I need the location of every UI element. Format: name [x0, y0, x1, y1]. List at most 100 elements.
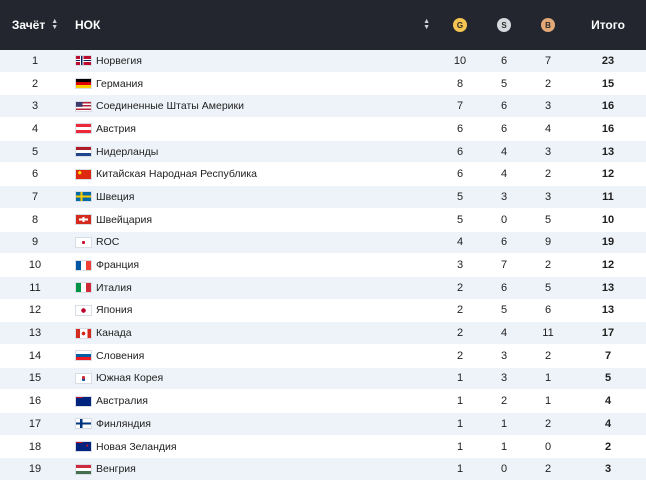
noc-name[interactable]: ROC — [96, 236, 120, 249]
rank-cell: 15 — [0, 368, 70, 390]
noc-cell[interactable]: Южная Корея — [70, 368, 438, 390]
total-column-header[interactable]: Итого — [570, 0, 646, 50]
table-row[interactable]: 4 Австрия 6 6 4 16 — [0, 118, 646, 141]
table-row[interactable]: 1 Норвегия 10 6 7 23 — [0, 50, 646, 73]
silver-cell: 1 — [482, 413, 526, 435]
silver-cell: 6 — [482, 95, 526, 117]
noc-cell[interactable]: Соединенные Штаты Америки — [70, 95, 438, 117]
sweden-flag-icon — [75, 191, 92, 203]
bronze-count: 1 — [544, 372, 552, 385]
rank-value: 14 — [28, 349, 42, 362]
netherlands-flag-icon — [75, 146, 92, 158]
noc-name[interactable]: Венгрия — [96, 463, 136, 476]
table-row[interactable]: 6 Китайская Народная Республика 6 4 2 12 — [0, 163, 646, 187]
noc-name[interactable]: Финляндия — [96, 417, 151, 430]
canada-flag-icon — [75, 327, 92, 339]
bronze-column-header[interactable]: B — [526, 0, 570, 50]
total-cell: 13 — [570, 141, 646, 163]
table-row[interactable]: 10 Франция 3 7 2 12 — [0, 254, 646, 277]
noc-cell[interactable]: Нидерланды — [70, 141, 438, 163]
noc-name[interactable]: Швейцария — [96, 213, 153, 226]
bronze-cell: 11 — [526, 322, 570, 344]
bronze-count: 5 — [544, 281, 552, 294]
noc-name[interactable]: Новая Зеландия — [96, 440, 177, 453]
rank-cell: 2 — [0, 73, 70, 95]
noc-cell[interactable]: Швеция — [70, 186, 438, 208]
noc-name[interactable]: Нидерланды — [96, 145, 159, 158]
table-row[interactable]: 15 Южная Корея 1 3 1 5 — [0, 367, 646, 391]
noc-cell[interactable]: Канада — [70, 322, 438, 344]
total-count: 2 — [604, 440, 612, 453]
table-row[interactable]: 12 Япония 2 5 6 13 — [0, 299, 646, 323]
table-row[interactable]: 19 Венгрия 1 0 2 3 — [0, 458, 646, 480]
noc-name[interactable]: Словения — [96, 349, 145, 362]
bronze-count: 7 — [544, 54, 552, 67]
sort-icon[interactable]: ▲ ▼ — [51, 18, 59, 31]
noc-cell[interactable]: Австрия — [70, 118, 438, 140]
gold-cell: 10 — [438, 50, 482, 72]
table-row[interactable]: 13 Канада 2 4 11 17 — [0, 322, 646, 345]
table-row[interactable]: 16 Австралия 1 2 1 4 — [0, 390, 646, 413]
noc-cell[interactable]: Австралия — [70, 390, 438, 412]
noc-name[interactable]: Южная Корея — [96, 372, 164, 385]
noc-name[interactable]: Соединенные Штаты Америки — [96, 100, 244, 113]
bronze-count: 2 — [544, 417, 552, 430]
noc-name[interactable]: Германия — [96, 77, 144, 90]
total-cell: 10 — [570, 209, 646, 231]
table-row[interactable]: 18 Новая Зеландия 1 1 0 2 — [0, 435, 646, 459]
noc-name[interactable]: Австрия — [96, 122, 136, 135]
noc-cell[interactable]: Италия — [70, 277, 438, 299]
noc-cell[interactable]: Венгрия — [70, 458, 438, 480]
gold-column-header[interactable]: G — [438, 0, 482, 50]
silver-count: 7 — [500, 259, 508, 272]
silver-count: 5 — [500, 77, 508, 90]
noc-name[interactable]: Япония — [96, 304, 133, 317]
bronze-count: 2 — [544, 259, 552, 272]
noc-cell[interactable]: Норвегия — [70, 50, 438, 72]
silver-column-header[interactable]: S — [482, 0, 526, 50]
table-row[interactable]: 5 Нидерланды 6 4 3 13 — [0, 140, 646, 164]
total-cell: 17 — [570, 322, 646, 344]
gold-count: 3 — [456, 259, 464, 272]
rank-value: 18 — [28, 440, 42, 453]
noc-cell[interactable]: Франция — [70, 254, 438, 276]
new-zealand-flag-icon — [75, 441, 92, 453]
sort-icon[interactable]: ▲ ▼ — [423, 18, 430, 31]
noc-cell[interactable]: Словения — [70, 345, 438, 367]
silver-cell: 4 — [482, 163, 526, 185]
bronze-count: 9 — [544, 236, 552, 249]
bronze-count: 2 — [544, 168, 552, 181]
finland-flag-icon — [75, 418, 92, 430]
austria-flag-icon — [75, 123, 92, 135]
table-row[interactable]: 2 Германия 8 5 2 15 — [0, 72, 646, 96]
noc-name[interactable]: Китайская Народная Республика — [96, 168, 258, 181]
noc-name[interactable]: Швеция — [96, 190, 135, 203]
total-count: 3 — [604, 463, 612, 476]
table-row[interactable]: 7 Швеция 5 3 3 11 — [0, 186, 646, 209]
total-cell: 23 — [570, 50, 646, 72]
noc-name[interactable]: Австралия — [96, 395, 148, 408]
noc-cell[interactable]: Новая Зеландия — [70, 436, 438, 458]
rank-value: 3 — [31, 100, 39, 113]
table-row[interactable]: 17 Финляндия 1 1 2 4 — [0, 413, 646, 436]
noc-name[interactable]: Канада — [96, 327, 132, 340]
noc-name[interactable]: Италия — [96, 281, 132, 294]
total-cell: 12 — [570, 163, 646, 185]
noc-name[interactable]: Франция — [96, 259, 140, 272]
noc-cell[interactable]: Германия — [70, 73, 438, 95]
table-row[interactable]: 11 Италия 2 6 5 13 — [0, 276, 646, 300]
noc-cell[interactable]: ROC — [70, 232, 438, 254]
noc-cell[interactable]: Финляндия — [70, 413, 438, 435]
table-row[interactable]: 9 ROC 4 6 9 19 — [0, 231, 646, 255]
table-row[interactable]: 8 Швейцария 5 0 5 10 — [0, 208, 646, 232]
silver-cell: 5 — [482, 300, 526, 322]
rank-column-header[interactable]: Зачёт ▲ ▼ — [0, 0, 70, 50]
table-row[interactable]: 14 Словения 2 3 2 7 — [0, 344, 646, 368]
rank-cell: 9 — [0, 232, 70, 254]
noc-cell[interactable]: Япония — [70, 300, 438, 322]
noc-name[interactable]: Норвегия — [96, 54, 142, 67]
table-row[interactable]: 3 Соединенные Штаты Америки 7 6 3 16 — [0, 95, 646, 119]
noc-cell[interactable]: Китайская Народная Республика — [70, 163, 438, 185]
noc-column-header[interactable]: НОК ▲ ▼ — [70, 0, 438, 50]
noc-cell[interactable]: Швейцария — [70, 209, 438, 231]
